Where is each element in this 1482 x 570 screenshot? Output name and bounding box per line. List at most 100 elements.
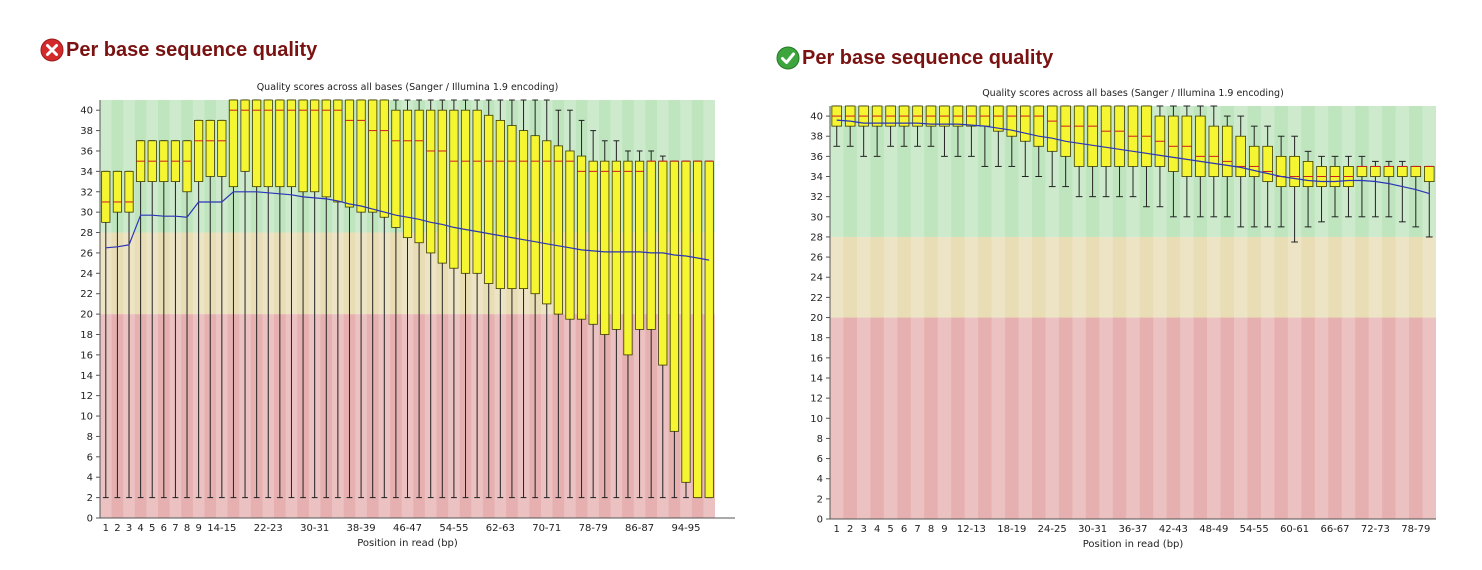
x-tick-label: 94-95 <box>671 523 700 534</box>
x-tick-label: 46-47 <box>393 523 422 534</box>
iqr-box <box>391 109 401 228</box>
iqr-box <box>623 160 633 356</box>
iqr-box <box>600 160 610 335</box>
column-stripe <box>1018 106 1032 519</box>
y-tick-label: 18 <box>810 333 823 344</box>
iqr-box <box>1370 166 1381 177</box>
iqr-box <box>368 99 378 213</box>
error-x-icon <box>40 38 64 62</box>
iqr-box <box>993 105 1004 132</box>
section-heading: Per base sequence quality <box>802 46 1054 69</box>
x-tick-label: 3 <box>126 523 132 534</box>
iqr-box <box>240 99 250 172</box>
x-tick-label: 5 <box>887 524 893 535</box>
y-tick-label: 6 <box>87 452 93 463</box>
y-tick-label: 34 <box>80 167 93 178</box>
column-stripe <box>1395 106 1410 519</box>
x-tick-label: 8 <box>928 524 934 535</box>
y-tick-label: 12 <box>810 394 823 405</box>
x-tick-label: 22-23 <box>254 523 283 534</box>
iqr-box <box>414 109 424 244</box>
iqr-box <box>518 130 529 290</box>
iqr-box <box>263 99 273 188</box>
column-stripe <box>910 106 925 519</box>
x-tick-label: 8 <box>184 523 190 534</box>
panel-1-header: Per base sequence quality <box>40 38 317 62</box>
iqr-box <box>704 160 714 499</box>
iqr-box <box>1046 105 1058 152</box>
iqr-box <box>1397 166 1408 177</box>
y-tick-label: 0 <box>817 515 823 526</box>
y-tick-label: 2 <box>817 494 823 505</box>
y-tick-label: 36 <box>810 152 823 163</box>
column-stripe <box>1045 106 1059 519</box>
y-tick-label: 24 <box>80 269 93 280</box>
iqr-box <box>286 99 297 188</box>
x-tick-label: 36-37 <box>1118 524 1147 535</box>
iqr-box <box>205 119 215 177</box>
iqr-box <box>1208 125 1220 177</box>
iqr-box <box>634 160 645 330</box>
iqr-box <box>1033 105 1044 147</box>
quality-boxplot-chart-pass: Quality scores across all bases (Sanger … <box>810 88 1436 550</box>
iqr-box <box>1235 135 1246 177</box>
column-stripe <box>830 106 844 519</box>
check-circle-icon <box>776 46 800 70</box>
x-tick-label: 3 <box>860 524 866 535</box>
column-stripe <box>1126 106 1140 519</box>
x-tick-label: 6 <box>161 523 167 534</box>
x-tick-label: 24-25 <box>1038 524 1067 535</box>
x-tick-label: 38-39 <box>347 523 376 534</box>
iqr-box <box>402 109 413 239</box>
iqr-box <box>681 160 691 483</box>
panel-2-header: Per base sequence quality <box>776 46 1053 70</box>
iqr-box <box>344 99 355 208</box>
y-tick-label: 30 <box>810 212 823 223</box>
iqr-box <box>1383 166 1395 177</box>
y-tick-label: 38 <box>80 126 93 137</box>
iqr-box <box>1275 155 1287 187</box>
y-tick-label: 20 <box>810 313 823 324</box>
iqr-box <box>507 125 517 290</box>
iqr-box <box>112 170 122 213</box>
iqr-box <box>611 160 621 330</box>
y-tick-label: 12 <box>80 391 93 402</box>
y-tick-label: 32 <box>810 192 823 203</box>
column-stripe <box>1153 106 1167 519</box>
iqr-box <box>1006 105 1018 137</box>
iqr-box <box>217 119 227 177</box>
iqr-box <box>530 135 540 295</box>
x-tick-label: 12-13 <box>957 524 986 535</box>
iqr-box <box>1222 125 1233 177</box>
column-stripe <box>1341 106 1356 519</box>
x-tick-label: 1 <box>834 524 840 535</box>
iqr-box <box>495 119 505 290</box>
iqr-box <box>252 99 262 188</box>
x-tick-label: 6 <box>901 524 907 535</box>
column-stripe <box>1314 106 1329 519</box>
y-tick-label: 26 <box>810 253 823 264</box>
section-heading: Per base sequence quality <box>66 38 318 61</box>
x-tick-label: 30-31 <box>300 523 329 534</box>
iqr-box <box>1073 105 1085 167</box>
y-tick-label: 26 <box>80 248 93 259</box>
iqr-box <box>658 160 668 366</box>
chart-title: Quality scores across all bases (Sanger … <box>257 82 559 93</box>
column-stripe <box>937 106 952 519</box>
iqr-box <box>1087 105 1098 167</box>
iqr-box <box>182 140 192 193</box>
x-tick-label: 9 <box>195 523 201 534</box>
iqr-box <box>565 150 575 320</box>
iqr-box <box>298 99 308 193</box>
x-tick-label: 7 <box>172 523 178 534</box>
iqr-box <box>310 99 320 193</box>
x-tick-label: 48-49 <box>1199 524 1228 535</box>
column-stripe <box>1368 106 1383 519</box>
y-tick-label: 14 <box>810 373 823 384</box>
iqr-box <box>1195 115 1206 177</box>
iqr-box <box>1302 161 1314 187</box>
x-tick-label: 14-15 <box>207 523 236 534</box>
iqr-box <box>1410 166 1422 177</box>
iqr-box <box>1248 145 1260 177</box>
y-tick-label: 10 <box>80 412 93 423</box>
